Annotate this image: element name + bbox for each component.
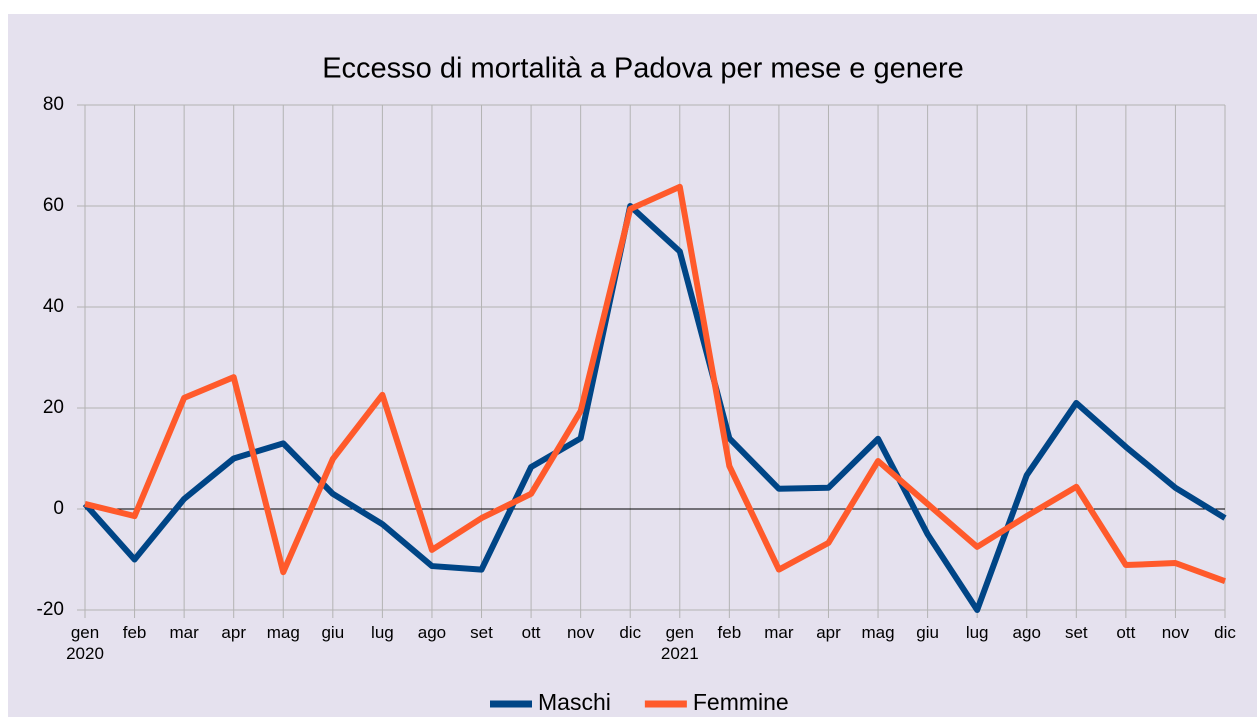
x-tick-label-line: gen: [71, 623, 99, 642]
x-tick-label-line: feb: [718, 623, 742, 642]
x-tick-label: feb: [718, 623, 742, 642]
x-tick-label: ott: [1116, 623, 1135, 642]
x-tick-label-line: apr: [816, 623, 841, 642]
x-tick-label: set: [1065, 623, 1088, 642]
x-tick-label-line: feb: [123, 623, 147, 642]
y-tick-label: 20: [43, 397, 64, 418]
x-tick-label-line: mar: [169, 623, 199, 642]
x-tick-label: lug: [371, 623, 394, 642]
x-tick-label-line: set: [1065, 623, 1088, 642]
legend-label: Maschi: [538, 689, 611, 715]
x-tick-label-line: giu: [916, 623, 939, 642]
x-tick-label-line: 2021: [661, 644, 699, 663]
y-tick-label: -20: [37, 599, 64, 620]
x-tick-label: mar: [169, 623, 199, 642]
x-tick-label: ago: [418, 623, 446, 642]
x-tick-label: apr: [816, 623, 841, 642]
x-tick-label: mar: [764, 623, 794, 642]
x-tick-label: apr: [221, 623, 246, 642]
y-tick-label: 60: [43, 195, 64, 216]
x-tick-label: ago: [1013, 623, 1041, 642]
x-tick-label-line: apr: [221, 623, 246, 642]
y-tick-label: 80: [43, 94, 64, 115]
x-tick-label-line: ott: [522, 623, 541, 642]
x-tick-label: nov: [567, 623, 595, 642]
x-tick-label: gen 2021: [661, 623, 699, 663]
x-tick-label: nov: [1162, 623, 1190, 642]
x-tick-label-line: mag: [862, 623, 895, 642]
chart-background: [8, 14, 1257, 717]
y-tick-label: 40: [43, 296, 64, 317]
x-tick-label: ott: [522, 623, 541, 642]
x-tick-label-line: dic: [619, 623, 641, 642]
y-tick-label: 0: [53, 498, 64, 519]
x-tick-label-line: giu: [321, 623, 344, 642]
x-tick-label-line: ott: [1116, 623, 1135, 642]
x-tick-label-line: set: [470, 623, 493, 642]
x-tick-label-line: dic: [1214, 623, 1236, 642]
x-tick-label: set: [470, 623, 493, 642]
legend-label: Femmine: [693, 689, 789, 715]
x-tick-label-line: 2020: [66, 644, 104, 663]
series-line: [82, 203, 1227, 613]
x-tick-label: gen 2020: [66, 623, 104, 663]
x-tick-label: dic: [1214, 623, 1236, 642]
x-tick-label-line: nov: [567, 623, 595, 642]
x-tick-label: lug: [966, 623, 989, 642]
x-tick-label: giu: [321, 623, 344, 642]
x-tick-label: mag: [862, 623, 895, 642]
x-tick-label-line: gen: [666, 623, 694, 642]
x-tick-label-line: lug: [371, 623, 394, 642]
x-tick-label: dic: [619, 623, 641, 642]
x-tick-label: mag: [267, 623, 300, 642]
series-line: [84, 183, 1227, 585]
x-tick-label-line: ago: [1013, 623, 1041, 642]
x-tick-label-line: nov: [1162, 623, 1190, 642]
x-tick-label-line: mag: [267, 623, 300, 642]
x-tick-label-line: ago: [418, 623, 446, 642]
x-tick-label: giu: [916, 623, 939, 642]
x-tick-label-line: mar: [764, 623, 794, 642]
x-tick-label: feb: [123, 623, 147, 642]
chart-title: Eccesso di mortalità a Padova per mese e…: [322, 53, 964, 85]
x-tick-label-line: lug: [966, 623, 989, 642]
